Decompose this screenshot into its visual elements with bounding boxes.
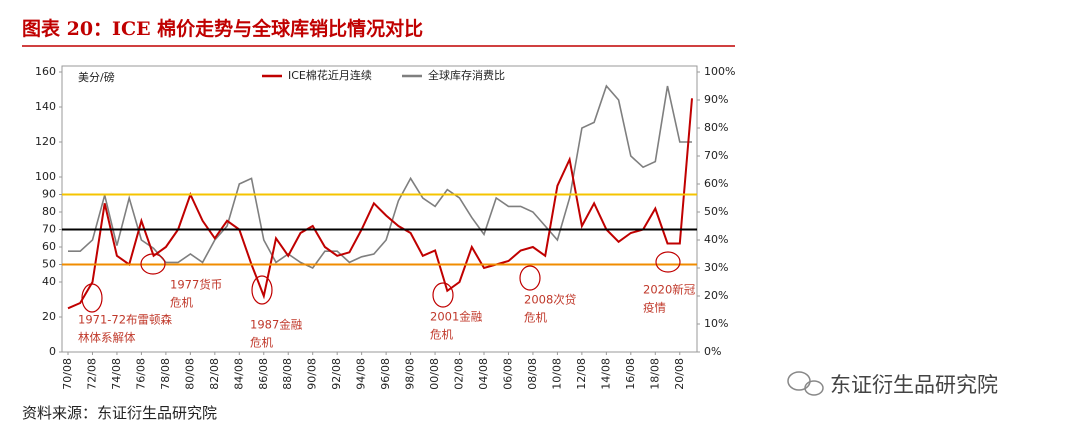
annotation-circle (519, 265, 541, 291)
y-tick-label: 100 (35, 170, 56, 183)
y2-tick-label: 100% (704, 65, 735, 78)
annotation-circle (81, 283, 103, 313)
x-tick-label: 08/08 (526, 358, 539, 390)
annotation: 危机 (170, 296, 193, 310)
annotation: 危机 (430, 328, 453, 342)
y2-tick-label: 10% (704, 317, 728, 330)
annotation-circle (251, 275, 273, 305)
x-tick-label: 70/08 (61, 358, 74, 390)
title: 图表 20：ICE 棉价走势与全球库销比情况对比 (22, 17, 423, 40)
x-tick-label: 76/08 (134, 358, 147, 390)
annotation-circle (140, 253, 166, 275)
y-tick-label: 160 (35, 65, 56, 78)
y2-tick-label: 60% (704, 177, 728, 190)
x-tick-label: 18/08 (648, 358, 661, 390)
y-tick-label: 60 (42, 240, 56, 253)
y2-tick-label: 90% (704, 93, 728, 106)
y-tick-label: 20 (42, 310, 56, 323)
legend-label: ICE棉花近月连续 (288, 68, 372, 82)
plot-frame (61, 65, 698, 353)
x-tick-label: 94/08 (355, 358, 368, 390)
annotation: 林体系解体 (78, 331, 136, 345)
y2-tick-label: 0% (704, 345, 721, 358)
annotation: 1971-72布雷顿森 (78, 313, 173, 327)
watermark-icon (787, 371, 824, 396)
source: 资料来源：东证衍生品研究院 (22, 404, 217, 422)
x-tick-label: 02/08 (453, 358, 466, 390)
annotation: 2020新冠 (643, 283, 696, 297)
x-tick-label: 06/08 (501, 358, 514, 390)
x-tick-label: 20/08 (673, 358, 686, 390)
x-tick-label: 00/08 (428, 358, 441, 390)
x-tick-label: 86/08 (257, 358, 270, 390)
x-tick-label: 80/08 (183, 358, 196, 390)
series-line (68, 84, 692, 270)
x-tick-label: 04/08 (477, 358, 490, 390)
annotation-circle (432, 282, 454, 308)
annotation-circle (655, 251, 681, 273)
x-tick-label: 78/08 (159, 358, 172, 390)
x-tick-label: 72/08 (85, 358, 98, 390)
annotation: 危机 (250, 336, 273, 350)
annotation: 疫情 (643, 301, 666, 315)
y-tick-label: 70 (42, 223, 56, 236)
x-tick-label: 12/08 (575, 358, 588, 390)
annotation: 危机 (524, 311, 547, 325)
annotation: 2008次贷 (524, 293, 576, 307)
watermark: 东证衍生品研究院 (830, 373, 998, 397)
y-tick-label: 40 (42, 275, 56, 288)
x-tick-label: 82/08 (208, 358, 221, 390)
y2-tick-label: 70% (704, 149, 728, 162)
x-tick-label: 10/08 (550, 358, 563, 390)
x-tick-label: 14/08 (599, 358, 612, 390)
y2-tick-label: 40% (704, 233, 728, 246)
y2-tick-label: 30% (704, 261, 728, 274)
x-tick-label: 88/08 (281, 358, 294, 390)
x-tick-label: 74/08 (110, 358, 123, 390)
series-line (67, 98, 693, 310)
y2-tick-label: 80% (704, 121, 728, 134)
x-tick-label: 84/08 (232, 358, 245, 390)
y2-tick-label: 20% (704, 289, 728, 302)
legend-label: 全球库存消费比 (428, 68, 505, 82)
annotation: 1977货币 (170, 278, 222, 292)
y2-tick-label: 50% (704, 205, 728, 218)
y-tick-label: 90 (42, 188, 56, 201)
x-tick-label: 16/08 (624, 358, 637, 390)
annotation: 1987金融 (250, 318, 303, 332)
y-tick-label: 120 (35, 135, 56, 148)
x-tick-label: 90/08 (306, 358, 319, 390)
x-tick-label: 92/08 (330, 358, 343, 390)
y-tick-label: 140 (35, 100, 56, 113)
y-tick-label: 50 (42, 258, 56, 271)
y-axis-label: 美分/磅 (78, 70, 115, 84)
x-tick-label: 98/08 (404, 358, 417, 390)
y-tick-label: 0 (49, 345, 56, 358)
annotation: 2001金融 (430, 310, 483, 324)
x-tick-label: 96/08 (379, 358, 392, 390)
y-tick-label: 80 (42, 205, 56, 218)
